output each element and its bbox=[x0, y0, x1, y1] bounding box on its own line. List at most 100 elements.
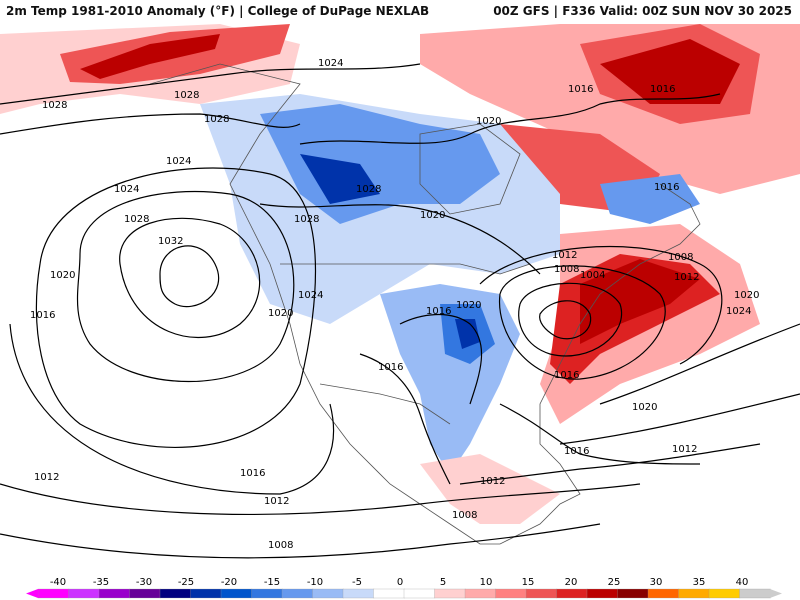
cold-anomaly-canada-core bbox=[260, 104, 500, 224]
isobar-label: 1028 bbox=[42, 100, 67, 111]
isobar-1016-west bbox=[9, 323, 335, 495]
isobar-1012-gulf bbox=[459, 443, 761, 485]
isobar-label: 1016 bbox=[554, 370, 579, 381]
isobar-label: 1024 bbox=[726, 306, 751, 317]
isobar-label: 1024 bbox=[298, 290, 323, 301]
isobar-label: 1020 bbox=[268, 308, 293, 319]
colorbar-tick-label: -15 bbox=[264, 577, 280, 588]
isobar-label: 1032 bbox=[158, 236, 183, 247]
us-mexico-border bbox=[319, 383, 451, 425]
colorbar-ticks: -40 -35 -30 -25 -20 -15 -10 -5 0 5 10 15… bbox=[50, 577, 749, 588]
isobar-label: 1028 bbox=[124, 214, 149, 225]
isobar-label: 1016 bbox=[378, 362, 403, 373]
isobar-label: 1020 bbox=[420, 210, 445, 221]
map-svg: 1024 1028 1028 1028 1024 1024 1028 1032 … bbox=[0, 24, 800, 559]
isobar-1020-west bbox=[35, 167, 317, 448]
isobar-low-east-inner bbox=[539, 300, 592, 340]
cold-anomaly-plains-peak bbox=[455, 319, 480, 349]
isobar-label: 1008 bbox=[268, 540, 293, 551]
colorbar-tick-label: -35 bbox=[93, 577, 109, 588]
isobar-label: 1024 bbox=[166, 156, 191, 167]
colorbar-swatch bbox=[464, 588, 497, 599]
isobar-label: 1020 bbox=[734, 290, 759, 301]
isobar-high-pacific-inner bbox=[159, 245, 220, 308]
colorbar-swatch bbox=[342, 588, 375, 599]
colorbar-low-arrow bbox=[26, 589, 38, 598]
warm-anomaly-mexico bbox=[420, 454, 560, 524]
isobar-low-east-outer bbox=[498, 265, 666, 380]
isobar-1020-atlantic bbox=[559, 393, 800, 445]
coastlines-and-borders bbox=[149, 63, 701, 545]
cold-anomaly-canada-peak bbox=[300, 154, 380, 204]
colorbar-tick-label: -5 bbox=[352, 577, 362, 588]
isobar-label: 1020 bbox=[456, 300, 481, 311]
colorbar-swatch bbox=[739, 588, 771, 599]
isobar-label: 1012 bbox=[264, 496, 289, 507]
colorbar-swatch bbox=[98, 588, 131, 599]
colorbar-swatches bbox=[26, 588, 782, 599]
colorbar-swatch bbox=[251, 588, 283, 599]
isobar-label: 1012 bbox=[552, 250, 577, 261]
isobar-label: 1012 bbox=[672, 444, 697, 455]
isobar-label: 1016 bbox=[564, 446, 589, 457]
isobar-labels: 1024 1028 1028 1028 1024 1024 1028 1032 … bbox=[30, 58, 759, 551]
isobar-label: 1012 bbox=[480, 476, 505, 487]
colorbar-swatch bbox=[129, 588, 161, 599]
isobar-label: 1012 bbox=[674, 272, 699, 283]
isobar-label: 1028 bbox=[294, 214, 319, 225]
north-america-coastline bbox=[149, 63, 701, 545]
colorbar-swatch bbox=[159, 588, 192, 599]
isobar-1016-canada bbox=[299, 93, 721, 145]
us-canada-border bbox=[280, 263, 531, 275]
isobar-label: 1020 bbox=[632, 402, 657, 413]
colorbar-swatch bbox=[312, 588, 344, 599]
isobar-label: 1016 bbox=[30, 310, 55, 321]
isobar-1024-north bbox=[0, 63, 421, 105]
colorbar-swatch bbox=[708, 588, 741, 599]
colorbar-tick-label: -20 bbox=[221, 577, 237, 588]
product-title: 2m Temp 1981-2010 Anomaly (°F) | College… bbox=[6, 4, 430, 18]
warm-anomaly-alaska-peak bbox=[80, 34, 220, 79]
isobar-label: 1016 bbox=[426, 306, 451, 317]
isobar-label: 1020 bbox=[476, 116, 501, 127]
colorbar-tick-label: -25 bbox=[178, 577, 194, 588]
colorbar-swatch bbox=[190, 588, 222, 599]
isobar-high-pacific-outer bbox=[76, 191, 295, 383]
title-bar: 2m Temp 1981-2010 Anomaly (°F) | College… bbox=[0, 0, 800, 24]
colorbar-swatch bbox=[678, 588, 710, 599]
colorbar-tick-label: -30 bbox=[136, 577, 152, 588]
colorbar-tick-label: -40 bbox=[50, 577, 66, 588]
isobar-label: 1004 bbox=[580, 270, 605, 281]
isobar-label: 1016 bbox=[654, 182, 679, 193]
isobar-1016-gulf bbox=[499, 403, 701, 465]
isobar-1020-canada bbox=[259, 203, 541, 275]
colorbar-swatch bbox=[373, 588, 405, 599]
colorbar-swatch bbox=[220, 588, 253, 599]
isobar-label: 1008 bbox=[668, 252, 693, 263]
colorbar-swatch bbox=[281, 588, 314, 599]
colorbar-swatch bbox=[434, 588, 466, 599]
isobar-label: 1024 bbox=[318, 58, 343, 69]
colorbar-tick-label: 30 bbox=[650, 577, 663, 588]
colorbar-tick-label: 35 bbox=[693, 577, 706, 588]
colorbar-swatch bbox=[403, 588, 436, 599]
colorbar-swatch bbox=[647, 588, 680, 599]
colorbar-swatch bbox=[586, 588, 619, 599]
colorbar-swatch bbox=[68, 588, 100, 599]
isobar-1024-atlantic bbox=[599, 323, 800, 405]
isobar-label: 1008 bbox=[452, 510, 477, 521]
colorbar-tick-label: 20 bbox=[565, 577, 578, 588]
isobar-high-pacific-mid bbox=[119, 217, 261, 339]
colorbar-tick-label: 25 bbox=[608, 577, 621, 588]
isobar-label: 1020 bbox=[50, 270, 75, 281]
colorbar: -40 -35 -30 -25 -20 -15 -10 -5 0 5 10 15… bbox=[0, 576, 800, 600]
isobar-label: 1016 bbox=[568, 84, 593, 95]
warm-anomaly-greenland-core bbox=[600, 39, 740, 104]
warm-anomaly-east-coast-peak bbox=[580, 259, 700, 344]
isobar-label: 1016 bbox=[650, 84, 675, 95]
isobar-label: 1028 bbox=[174, 90, 199, 101]
colorbar-tick-label: -10 bbox=[307, 577, 323, 588]
colorbar-tick-label: 40 bbox=[736, 577, 749, 588]
isobar-label: 1008 bbox=[554, 264, 579, 275]
model-run-info: 00Z GFS | F336 Valid: 00Z SUN NOV 30 202… bbox=[493, 4, 792, 18]
